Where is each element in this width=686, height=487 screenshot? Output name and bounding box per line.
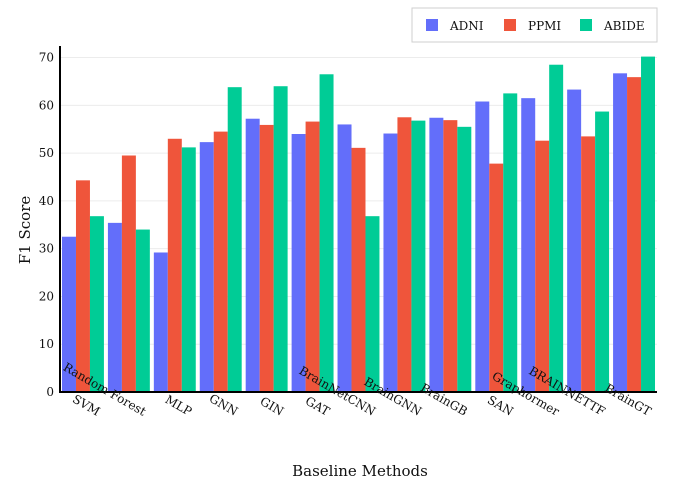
legend-label-adni: ADNI — [449, 19, 484, 33]
bar-adni-5 — [291, 134, 306, 392]
x-tick-label: SVM — [70, 392, 102, 419]
y-tick-label: 70 — [39, 51, 54, 65]
bar-adni-4 — [245, 118, 260, 392]
bar-ppmi-8 — [443, 120, 458, 393]
bar-adni-10 — [521, 98, 536, 393]
bar-ppmi-2 — [167, 138, 182, 392]
y-tick-label: 60 — [39, 98, 54, 112]
y-tick-label: 50 — [39, 146, 54, 160]
bar-abide-1 — [135, 229, 150, 392]
x-tick-label: GNN — [207, 391, 240, 418]
x-tick-label: GAT — [303, 394, 332, 419]
bar-adni-0 — [62, 236, 76, 392]
legend-swatch-adni — [426, 19, 438, 31]
bar-ppmi-3 — [213, 131, 228, 392]
bar-abide-9 — [503, 93, 518, 392]
axes — [59, 46, 657, 393]
bar-ppmi-9 — [489, 163, 504, 392]
x-tick-label: SAN — [485, 393, 516, 419]
bar-ppmi-4 — [259, 124, 274, 392]
bar-ppmi-6 — [351, 147, 366, 392]
bars — [62, 56, 655, 393]
bar-ppmi-0 — [75, 180, 90, 392]
legend-swatch-ppmi — [504, 19, 516, 31]
bar-adni-8 — [429, 117, 444, 392]
bar-abide-11 — [595, 111, 610, 393]
x-axis-title: Baseline Methods — [292, 462, 428, 480]
bar-abide-5 — [319, 74, 334, 393]
x-tick-label: MLP — [163, 392, 195, 418]
bar-adni-3 — [199, 142, 214, 392]
legend-box — [411, 7, 658, 43]
legend: ADNI PPMI ABIDE — [411, 7, 658, 43]
y-tick-labels: 0 10 20 30 40 50 60 70 — [39, 51, 54, 399]
bar-abide-6 — [365, 216, 380, 392]
x-tick-label: GIN — [258, 394, 287, 419]
bar-ppmi-10 — [535, 140, 550, 392]
y-tick-label: 30 — [39, 242, 54, 256]
y-tick-label: 40 — [39, 194, 54, 208]
bar-abide-7 — [411, 120, 426, 392]
bar-adni-2 — [153, 252, 168, 392]
legend-label-abide: ABIDE — [603, 19, 645, 33]
bar-abide-2 — [181, 147, 196, 392]
bar-adni-12 — [613, 73, 628, 393]
y-tick-label: 20 — [39, 289, 54, 303]
y-tick-label: 10 — [39, 337, 54, 351]
bar-ppmi-1 — [121, 155, 136, 392]
bar-abide-0 — [89, 216, 104, 392]
bar-adni-6 — [337, 124, 352, 392]
legend-swatch-abide — [580, 19, 592, 31]
bar-adni-9 — [475, 101, 490, 392]
bar-adni-1 — [107, 222, 122, 392]
bar-abide-3 — [227, 87, 242, 392]
bar-ppmi-12 — [627, 77, 642, 393]
bar-abide-4 — [273, 86, 288, 392]
y-tick-label: 0 — [46, 385, 54, 399]
bar-adni-11 — [567, 89, 582, 393]
bar-abide-10 — [549, 64, 564, 392]
bar-ppmi-5 — [305, 121, 320, 393]
legend-label-ppmi: PPMI — [528, 19, 561, 33]
bar-ppmi-11 — [581, 136, 596, 392]
bar-abide-8 — [457, 126, 472, 392]
y-axis-title: F1 Score — [16, 196, 34, 265]
bar-abide-12 — [641, 56, 655, 392]
bar-adni-7 — [383, 133, 398, 392]
bar-ppmi-7 — [397, 117, 412, 393]
